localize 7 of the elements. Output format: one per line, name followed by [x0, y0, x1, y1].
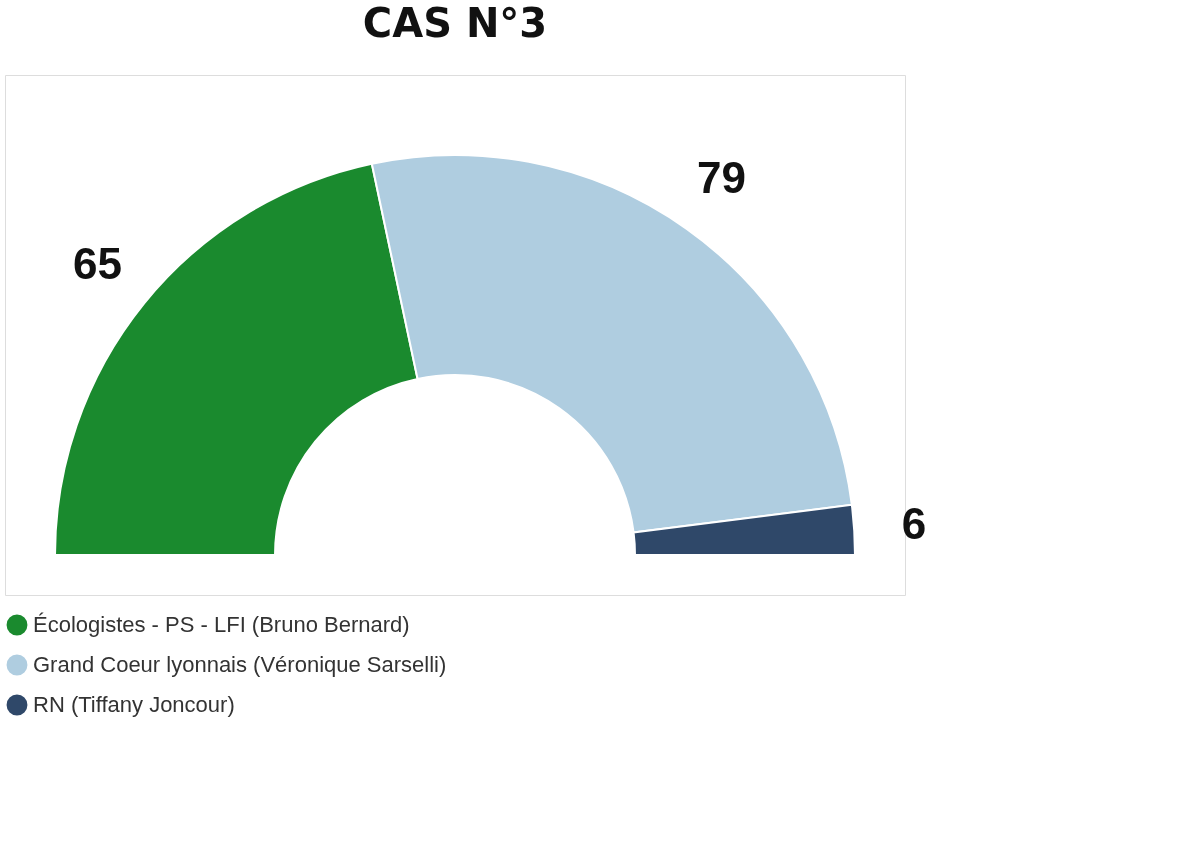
chart-title: CAS N°3 — [362, 0, 548, 46]
legend-label: Écologistes - PS - LFI (Bruno Bernard) — [33, 612, 410, 637]
data-label: 6 — [901, 499, 927, 549]
data-label: 79 — [696, 153, 746, 203]
legend-label: RN (Tiffany Joncour) — [33, 692, 235, 717]
data-label: 65 — [73, 238, 122, 288]
legend-label: Grand Coeur lyonnais (Véronique Sarselli) — [33, 652, 447, 677]
